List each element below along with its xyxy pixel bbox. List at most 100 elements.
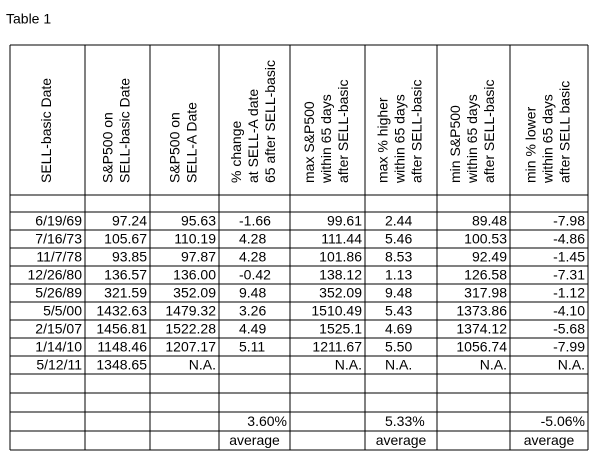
cell: average xyxy=(376,432,427,448)
cell: 95.63 xyxy=(181,213,216,229)
column-header: min % lower xyxy=(523,106,539,183)
cell: average xyxy=(524,432,575,448)
cell: 92.49 xyxy=(472,249,507,265)
cell: 126.58 xyxy=(464,267,507,283)
cell: 9.48 xyxy=(239,285,266,301)
cell: 89.48 xyxy=(472,213,507,229)
cell: -1.12 xyxy=(553,285,585,301)
column-header: after SELL-basic xyxy=(409,80,425,184)
cell: -1.66 xyxy=(239,213,271,229)
cell: 352.09 xyxy=(319,285,362,301)
cell: 5.33% xyxy=(385,413,425,429)
column-header: after SELL-basic xyxy=(481,80,497,184)
cell: 5/12/11 xyxy=(36,357,82,373)
cell: 93.85 xyxy=(112,249,147,265)
cell: 11/7/78 xyxy=(36,249,82,265)
cell: 9.48 xyxy=(385,285,412,301)
cell: 1432.63 xyxy=(96,303,147,319)
cell: 7/16/73 xyxy=(35,231,82,247)
cell: 1/14/10 xyxy=(35,339,82,355)
cell: -4.10 xyxy=(553,303,585,319)
cell: 136.00 xyxy=(173,267,216,283)
cell: 2/15/07 xyxy=(35,321,82,337)
cell: 1373.86 xyxy=(456,303,507,319)
cell: 97.87 xyxy=(181,249,216,265)
cell: -5.06% xyxy=(541,413,585,429)
cell: N.A. xyxy=(189,357,216,373)
cell: 4.49 xyxy=(239,321,266,337)
cell: -1.45 xyxy=(553,249,585,265)
column-header: S&P500 on xyxy=(100,112,116,183)
column-header: 65 after SELL-basic xyxy=(262,60,278,183)
cell: 8.53 xyxy=(385,249,412,265)
cell: 1348.65 xyxy=(96,357,147,373)
cell: 4.28 xyxy=(239,231,266,247)
cell: N.A. xyxy=(385,357,412,373)
cell: 352.09 xyxy=(173,285,216,301)
column-header: within 65 days xyxy=(392,94,408,184)
cell: -7.99 xyxy=(553,339,585,355)
cell: 1056.74 xyxy=(456,339,507,355)
cell: 1456.81 xyxy=(96,321,147,337)
cell: 1522.28 xyxy=(165,321,216,337)
column-header: within 65 days xyxy=(318,94,334,184)
cell: average xyxy=(229,432,280,448)
cell: 317.98 xyxy=(464,285,507,301)
column-header: SELL-A Date xyxy=(184,102,200,183)
cell: 5/26/89 xyxy=(35,285,82,301)
cell: 111.44 xyxy=(321,231,362,247)
cell: N.A. xyxy=(480,357,507,373)
cell: N.A. xyxy=(558,357,585,373)
cell: 110.19 xyxy=(174,231,216,247)
column-header: min S&P500 xyxy=(447,105,463,183)
cell: 321.59 xyxy=(104,285,147,301)
cell: 5/5/00 xyxy=(43,303,82,319)
cell: 1479.32 xyxy=(165,303,216,319)
cell: 99.61 xyxy=(327,213,362,229)
cell: 1525.1 xyxy=(319,321,362,337)
column-header: after SELL-basic xyxy=(335,80,351,184)
cell: N.A. xyxy=(335,357,362,373)
column-header: max S&P500 xyxy=(301,101,317,183)
column-header: after SELL basic xyxy=(557,81,573,183)
cell: 5.46 xyxy=(385,231,412,247)
cell: 97.24 xyxy=(112,213,147,229)
column-header: SELL-basic Date xyxy=(38,78,54,183)
column-header: within 65 days xyxy=(540,94,556,184)
cell: 5.50 xyxy=(385,339,412,355)
cell: 100.53 xyxy=(464,231,507,247)
cell: 1148.46 xyxy=(97,339,147,355)
cell: 136.57 xyxy=(104,267,147,283)
column-header: S&P500 on xyxy=(167,112,183,183)
cell: 2.44 xyxy=(385,213,412,229)
cell: 101.86 xyxy=(319,249,362,265)
cell: 1374.12 xyxy=(456,321,507,337)
cell: -7.98 xyxy=(553,213,585,229)
cell: -0.42 xyxy=(239,267,271,283)
cell: 5.43 xyxy=(385,303,412,319)
cell: 6/19/69 xyxy=(35,213,82,229)
cell: 12/26/80 xyxy=(28,267,83,283)
cell: 1207.17 xyxy=(165,339,216,355)
cell: 105.67 xyxy=(104,231,147,247)
cell: 4.69 xyxy=(385,321,412,337)
cell: 3.60% xyxy=(247,413,287,429)
cell: 1.13 xyxy=(385,267,412,283)
column-header: at SELL-A date xyxy=(245,89,261,183)
cell: 4.28 xyxy=(239,249,266,265)
cell: -4.86 xyxy=(553,231,585,247)
cell: -7.31 xyxy=(553,267,585,283)
cell: 3.26 xyxy=(239,303,266,319)
table-title: Table 1 xyxy=(6,11,51,27)
cell: 1510.49 xyxy=(311,303,362,319)
column-header: within 65 days xyxy=(464,94,480,184)
column-header: SELL-basic Date xyxy=(117,78,133,183)
column-header: % change xyxy=(228,121,244,183)
cell: 1211.67 xyxy=(312,339,362,355)
column-header: max % higher xyxy=(375,97,391,183)
cell: 138.12 xyxy=(319,267,362,283)
cell: 5.11 xyxy=(239,339,265,355)
cell: -5.68 xyxy=(553,321,585,337)
